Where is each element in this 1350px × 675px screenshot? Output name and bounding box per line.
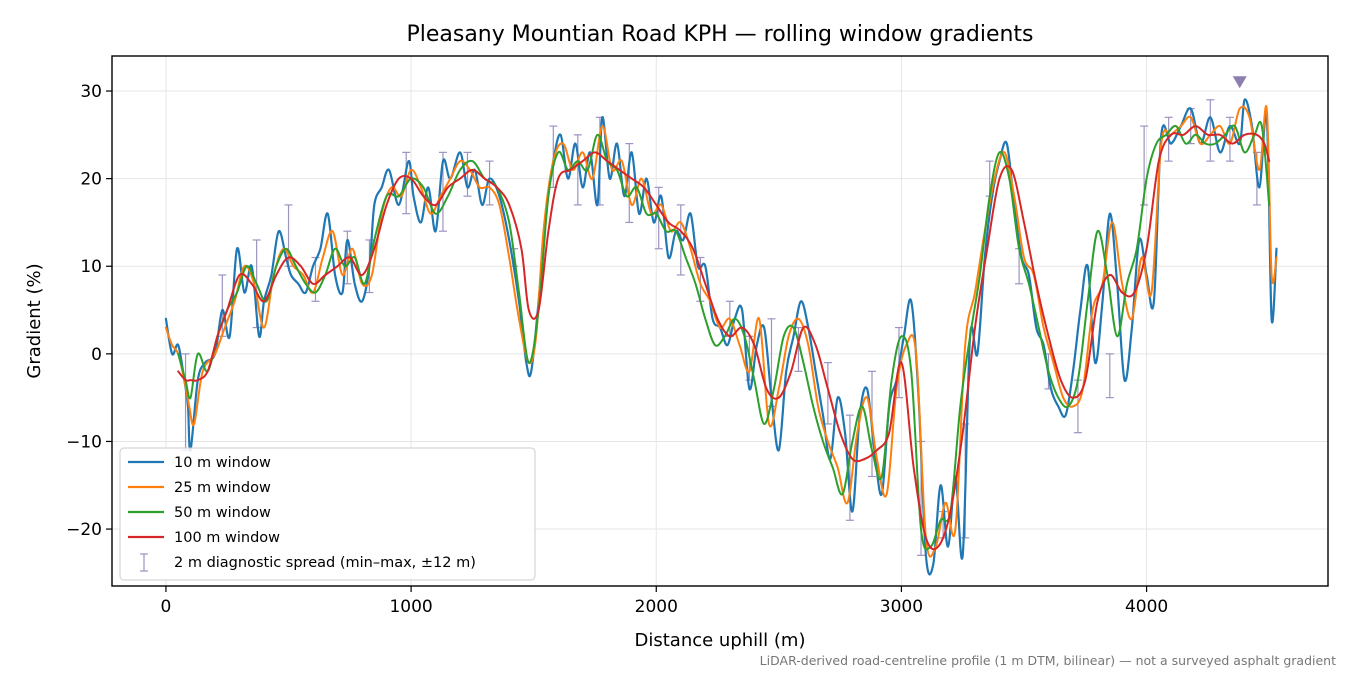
- caption: LiDAR-derived road-centreline profile (1…: [760, 653, 1336, 668]
- diagnostic-errorbar: [1206, 99, 1215, 162]
- x-tick-label: 3000: [880, 597, 923, 617]
- legend: 10 m window 25 m window 50 m window 100 …: [119, 447, 536, 581]
- diagnostic-errorbar: [463, 151, 472, 197]
- x-axis-ticks: 0 1000 2000 3000 4000: [161, 586, 1168, 617]
- y-tick-label: 10: [80, 257, 102, 277]
- legend-swatch-diagnostic: [140, 553, 148, 572]
- legend-label-100m: 100 m window: [174, 530, 280, 546]
- grid: [112, 56, 1328, 586]
- x-tick-label: 1000: [389, 597, 432, 617]
- series-25m-line: [164, 104, 1278, 558]
- diagnostic-errorbar: [1105, 353, 1114, 399]
- x-tick-label: 0: [161, 597, 172, 617]
- x-tick-label: 4000: [1125, 597, 1168, 617]
- series-layer: [164, 98, 1278, 576]
- diagnostic-errorbar: [485, 160, 494, 206]
- diagnostic-errorbar: [1225, 116, 1234, 162]
- series-100m-line: [177, 125, 1271, 551]
- marker-layer: [1232, 76, 1247, 89]
- legend-box: [119, 447, 536, 581]
- x-axis-label: Distance uphill (m): [635, 630, 806, 651]
- y-tick-label: 30: [80, 82, 102, 102]
- y-tick-label: 20: [80, 170, 102, 190]
- y-tick-label: 0: [91, 345, 102, 365]
- y-axis-label: Gradient (%): [24, 263, 45, 378]
- y-tick-label: −10: [66, 432, 102, 452]
- x-tick-label: 2000: [635, 597, 678, 617]
- chart-title: Pleasany Mountian Road KPH — rolling win…: [406, 22, 1033, 47]
- series-50m-line: [177, 120, 1271, 551]
- legend-label-diagnostic: 2 m diagnostic spread (min–max, ±12 m): [174, 555, 476, 571]
- legend-label-25m: 25 m window: [174, 480, 271, 496]
- y-tick-label: −20: [66, 520, 102, 540]
- peak-marker: [1232, 76, 1247, 89]
- plot-frame: [111, 55, 1329, 587]
- legend-label-10m: 10 m window: [174, 455, 271, 471]
- legend-label-50m: 50 m window: [174, 505, 271, 521]
- y-axis-ticks: −20 −10 0 10 20 30: [66, 82, 112, 540]
- diagnostic-errorbar: [573, 134, 582, 206]
